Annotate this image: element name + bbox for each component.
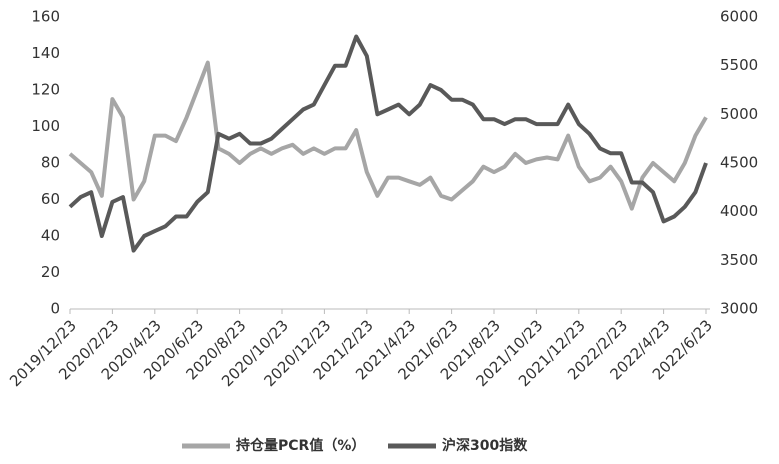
- series-line: [68, 60, 708, 211]
- y-tick-label: 120: [31, 81, 60, 99]
- y2-tick-label: 4500: [720, 154, 758, 172]
- legend-label: 沪深300指数: [442, 437, 528, 454]
- series-line: [68, 34, 708, 253]
- y-tick-label: 160: [31, 8, 60, 26]
- legend-label: 持仓量PCR值（%）: [236, 437, 365, 454]
- y-tick-label: 40: [41, 227, 60, 245]
- y2-tick-label: 3000: [720, 300, 758, 318]
- y2-tick-label: 5000: [720, 105, 758, 123]
- y-tick-label: 0: [50, 300, 60, 318]
- y-tick-label: 100: [31, 117, 60, 135]
- y-tick-label: 60: [41, 190, 60, 208]
- y2-tick-label: 3500: [720, 251, 758, 269]
- y-tick-label: 20: [41, 263, 60, 281]
- y2-tick-label: 5500: [720, 56, 758, 74]
- y2-tick-label: 6000: [720, 8, 758, 26]
- y-tick-label: 80: [41, 154, 60, 172]
- y-tick-label: 140: [31, 44, 60, 62]
- y2-tick-label: 4000: [720, 202, 758, 220]
